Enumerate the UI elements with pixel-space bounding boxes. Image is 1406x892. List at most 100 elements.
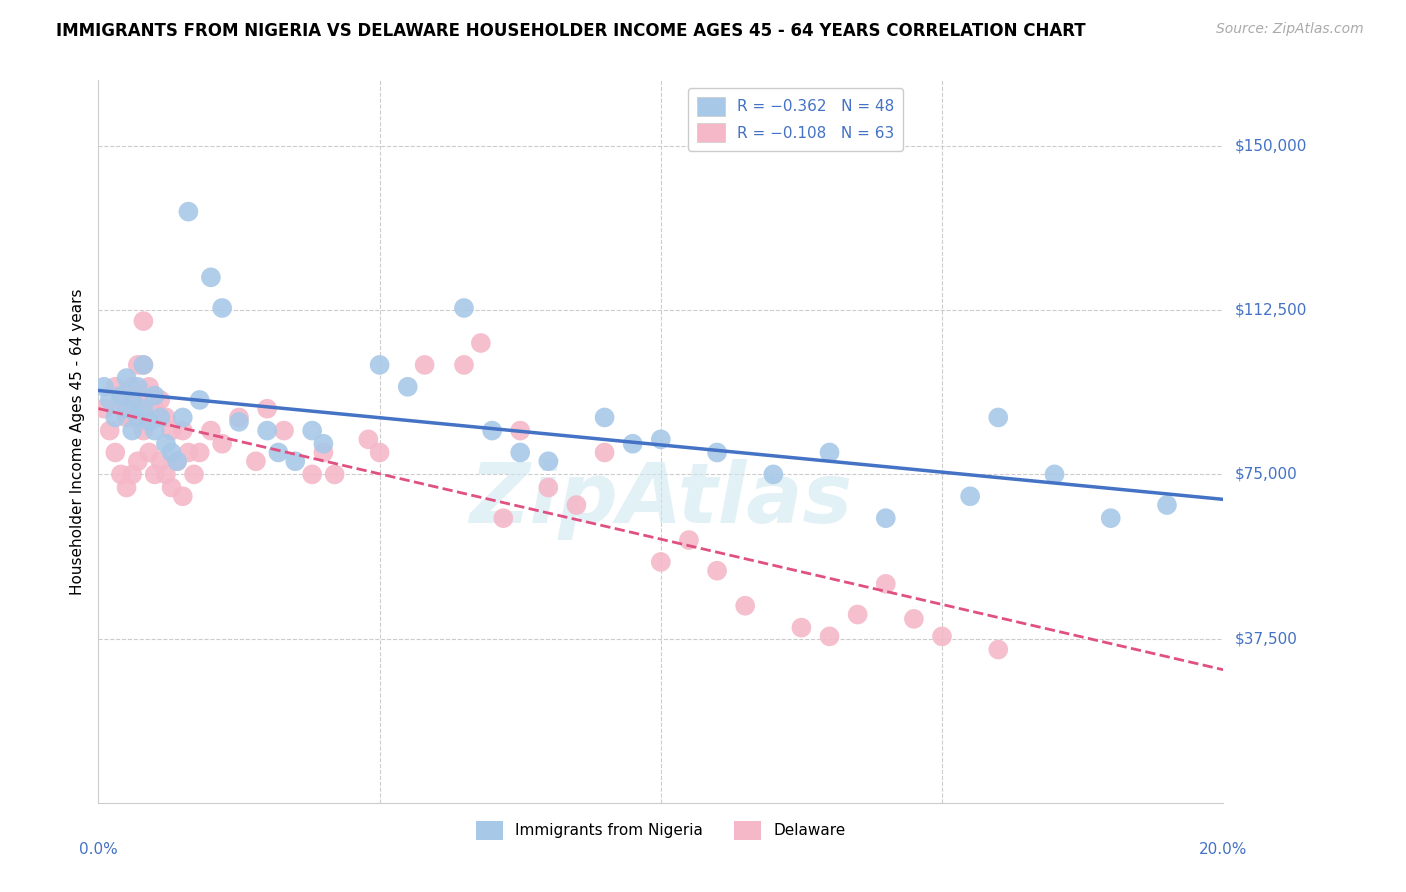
Point <box>143 388 166 402</box>
Point <box>267 445 290 459</box>
Point <box>143 401 166 416</box>
Point <box>256 401 278 416</box>
Point <box>818 629 841 643</box>
Point <box>121 392 143 407</box>
Point <box>104 380 127 394</box>
Point <box>143 467 166 482</box>
Point <box>875 511 897 525</box>
Point <box>875 577 897 591</box>
Point <box>155 436 177 450</box>
Point <box>790 621 813 635</box>
Point <box>368 358 391 372</box>
Point <box>312 436 335 450</box>
Point <box>228 410 250 425</box>
Point <box>115 401 138 416</box>
Point <box>110 467 132 482</box>
Point <box>155 410 177 425</box>
Text: $37,500: $37,500 <box>1234 632 1298 646</box>
Point <box>245 454 267 468</box>
Point <box>762 467 785 482</box>
Point <box>132 358 155 372</box>
Point <box>132 358 155 372</box>
Text: $112,500: $112,500 <box>1234 302 1306 318</box>
Point <box>537 481 560 495</box>
Point <box>1043 467 1066 482</box>
Point <box>132 424 155 438</box>
Point <box>200 270 222 285</box>
Point <box>177 445 200 459</box>
Text: IMMIGRANTS FROM NIGERIA VS DELAWARE HOUSEHOLDER INCOME AGES 45 - 64 YEARS CORREL: IMMIGRANTS FROM NIGERIA VS DELAWARE HOUS… <box>56 22 1085 40</box>
Point <box>121 467 143 482</box>
Text: ZipAtlas: ZipAtlas <box>470 458 852 540</box>
Point <box>121 410 143 425</box>
Point <box>132 401 155 416</box>
Point <box>155 467 177 482</box>
Point <box>115 481 138 495</box>
Text: Source: ZipAtlas.com: Source: ZipAtlas.com <box>1216 22 1364 37</box>
Point <box>284 454 307 468</box>
Text: 20.0%: 20.0% <box>1199 842 1247 856</box>
Point <box>509 424 531 438</box>
Point <box>650 555 672 569</box>
Point <box>160 445 183 459</box>
Point <box>273 424 295 438</box>
Point <box>177 204 200 219</box>
Point <box>481 424 503 438</box>
Point <box>188 445 211 459</box>
Point <box>93 380 115 394</box>
Point <box>149 392 172 407</box>
Point <box>110 392 132 407</box>
Point <box>470 336 492 351</box>
Point <box>138 380 160 394</box>
Point <box>127 410 149 425</box>
Point <box>492 511 515 525</box>
Point <box>1156 498 1178 512</box>
Point <box>301 424 323 438</box>
Text: $150,000: $150,000 <box>1234 138 1306 153</box>
Point <box>211 436 233 450</box>
Point <box>987 410 1010 425</box>
Point <box>110 388 132 402</box>
Point <box>172 410 194 425</box>
Point <box>678 533 700 547</box>
Point <box>565 498 588 512</box>
Point <box>396 380 419 394</box>
Point <box>132 314 155 328</box>
Point <box>959 489 981 503</box>
Point <box>323 467 346 482</box>
Point <box>706 445 728 459</box>
Point <box>593 445 616 459</box>
Point <box>650 433 672 447</box>
Point <box>453 301 475 315</box>
Text: $75,000: $75,000 <box>1234 467 1298 482</box>
Point <box>357 433 380 447</box>
Point <box>931 629 953 643</box>
Point <box>228 415 250 429</box>
Point <box>172 489 194 503</box>
Point <box>143 424 166 438</box>
Point <box>183 467 205 482</box>
Point <box>706 564 728 578</box>
Point <box>104 410 127 425</box>
Point <box>160 481 183 495</box>
Point <box>149 410 172 425</box>
Point <box>818 445 841 459</box>
Point <box>593 410 616 425</box>
Point <box>621 436 644 450</box>
Point <box>138 445 160 459</box>
Point <box>104 445 127 459</box>
Point <box>509 445 531 459</box>
Point <box>734 599 756 613</box>
Point <box>172 424 194 438</box>
Legend: Immigrants from Nigeria, Delaware: Immigrants from Nigeria, Delaware <box>470 815 852 846</box>
Point <box>903 612 925 626</box>
Point <box>1099 511 1122 525</box>
Point <box>98 424 121 438</box>
Point <box>121 424 143 438</box>
Y-axis label: Householder Income Ages 45 - 64 years: Householder Income Ages 45 - 64 years <box>69 288 84 595</box>
Point <box>93 401 115 416</box>
Point <box>211 301 233 315</box>
Point <box>846 607 869 622</box>
Point <box>312 445 335 459</box>
Point <box>166 454 188 468</box>
